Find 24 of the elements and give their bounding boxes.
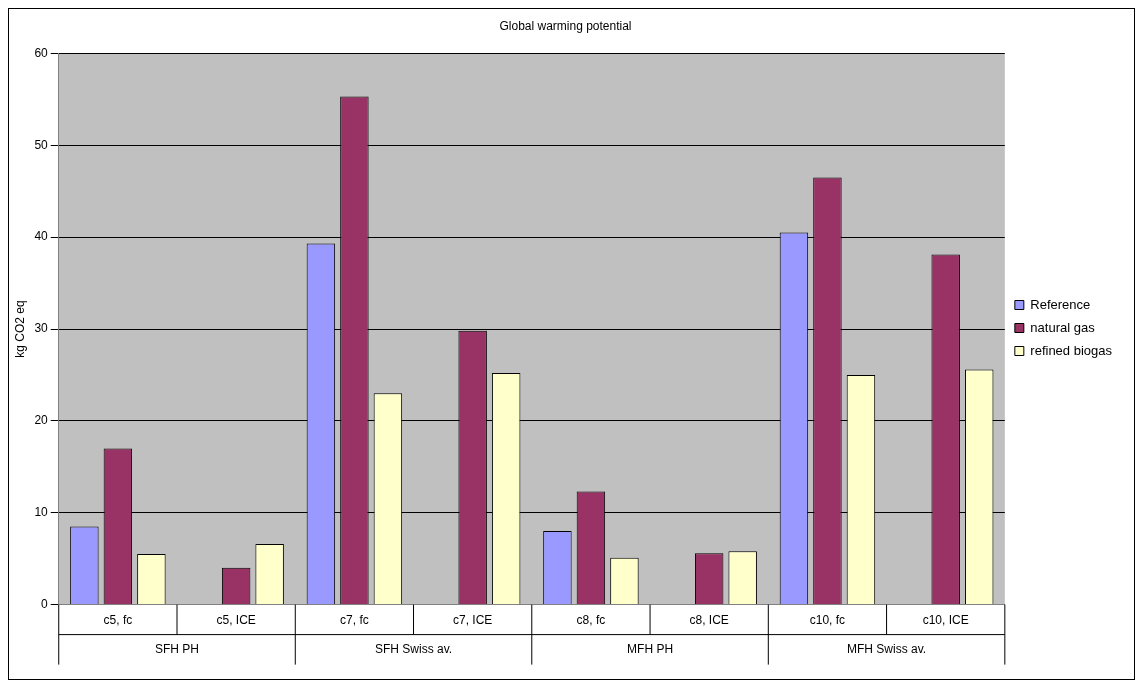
legend-label: Reference	[1030, 296, 1091, 312]
y-tick-label: 60	[34, 45, 49, 60]
x-tick-label: c5, ICE	[216, 613, 256, 628]
text: SFH Swiss av.	[374, 641, 453, 656]
x-tick-label: c8, ICE	[689, 613, 729, 628]
x-tick-label: c8, fc	[576, 613, 606, 628]
legend-label: natural gas	[1030, 319, 1096, 335]
y-tick-label: 20	[34, 413, 49, 428]
x-tick-label: c7, fc	[340, 613, 369, 628]
x-tick-label: c10, fc	[809, 613, 846, 628]
y-tick-label: 10	[34, 505, 49, 520]
text: SFH PH	[155, 641, 200, 656]
y-tick-label: 30	[34, 321, 49, 336]
legend-label: refined biogas	[1030, 342, 1113, 358]
x-tick-label: c7, ICE	[452, 613, 493, 628]
text: MFH Swiss av.	[847, 641, 927, 656]
y-tick-label: 50	[34, 137, 49, 152]
x-tick-label: c10, ICE	[922, 613, 969, 628]
y-tick-label: 40	[34, 229, 49, 244]
y-tick-label: 0	[41, 596, 49, 611]
x-tick-label: c5, fc	[103, 613, 133, 628]
y-axis-title: kg CO2 eq	[12, 300, 27, 358]
chart-title: Global warming potential	[499, 18, 632, 33]
text: MFH PH	[627, 641, 674, 656]
